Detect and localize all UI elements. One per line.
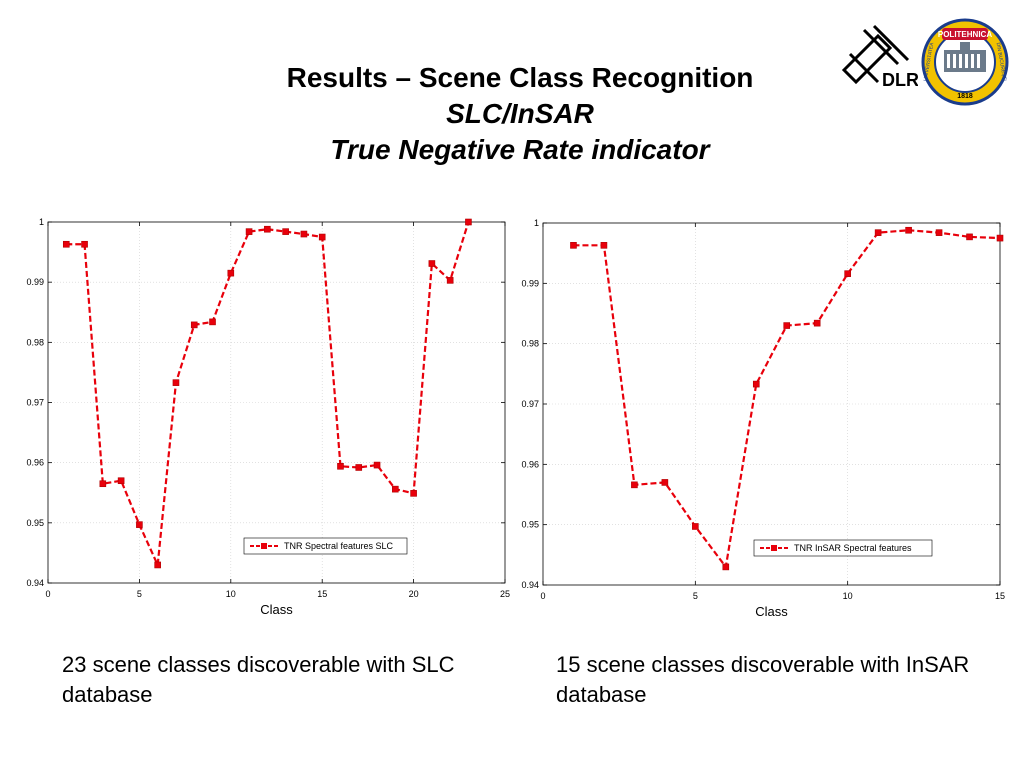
page-subtitle-tnr: True Negative Rate indicator — [330, 134, 710, 165]
data-point — [966, 233, 973, 241]
data-point — [392, 485, 399, 493]
legend-label: TNR Spectral features SLC — [284, 541, 394, 551]
data-point — [935, 229, 943, 236]
tnr-insar-chart: 0 5 10 15 0.94 0.95 0.96 0.97 0.98 0.99 1 Class TNR … — [521, 218, 1005, 619]
data-point — [905, 226, 912, 234]
data-point — [81, 240, 88, 248]
title-block: Results – Scene Class Recognition SLC/In… — [180, 60, 860, 168]
politehnica-year: 1818 — [957, 93, 973, 100]
caption-slc: 23 scene classes discoverable with SLC d… — [62, 652, 455, 707]
y-tick-label: 0.95 — [26, 518, 44, 528]
data-point — [410, 490, 417, 497]
y-tick-label: 1 — [534, 218, 539, 228]
data-point — [722, 563, 730, 571]
data-point — [844, 270, 851, 277]
y-tick-label: 0.97 — [26, 398, 44, 408]
x-tick-label: 0 — [45, 589, 50, 599]
dlr-logo-text: DLR — [882, 70, 918, 90]
data-point — [631, 481, 638, 489]
data-point — [783, 322, 791, 329]
x-tick-label: 10 — [843, 591, 853, 601]
data-point — [692, 523, 699, 530]
data-point — [209, 318, 216, 326]
politehnica-banner — [942, 28, 988, 40]
y-tick-label: 0.99 — [521, 278, 539, 288]
tnr-slc-chart: 0 5 10 15 20 25 0.94 0.95 0.96 0.97 0.98 0.99 1 Class… — [26, 217, 510, 617]
y-tick-label: 0.96 — [521, 459, 539, 469]
x-axis-label: Class — [260, 602, 293, 617]
data-point — [136, 521, 143, 528]
data-point — [355, 464, 363, 471]
politehnica-logo-text: POLITEHNICA — [938, 30, 992, 39]
data-point — [154, 561, 161, 569]
data-point — [264, 225, 271, 233]
x-tick-label: 20 — [409, 589, 419, 599]
y-tick-label: 0.95 — [521, 520, 539, 530]
data-point — [245, 228, 253, 235]
data-point — [752, 380, 760, 388]
x-tick-label: 15 — [317, 589, 327, 599]
data-point — [282, 228, 289, 235]
data-point — [227, 269, 235, 277]
dlr-emblem-icon — [841, 24, 910, 85]
y-tick-label: 1 — [39, 217, 44, 227]
y-tick-label: 0.96 — [26, 458, 44, 468]
y-tick-label: 0.94 — [26, 578, 44, 588]
legend-marker — [261, 543, 267, 549]
y-tick-label: 0.98 — [521, 339, 539, 349]
data-point — [190, 321, 198, 329]
data-point — [465, 218, 472, 226]
x-tick-label: 0 — [540, 591, 545, 601]
legend-marker — [771, 545, 777, 551]
y-tick-label: 0.98 — [26, 337, 44, 347]
x-tick-label: 25 — [500, 589, 510, 599]
data-point — [300, 230, 308, 238]
data-point — [318, 233, 326, 241]
page-subtitle-slc-insar: SLC/InSAR — [446, 98, 594, 129]
data-point — [661, 479, 669, 486]
data-point — [570, 242, 577, 249]
x-tick-label: 5 — [137, 589, 142, 599]
legend-box — [243, 537, 408, 555]
caption-insar: 15 scene classes discoverable with InSAR… — [556, 652, 970, 707]
data-point — [373, 461, 381, 469]
page-title: Results – Scene Class Recognition — [286, 62, 754, 93]
series-line — [66, 221, 470, 570]
y-tick-label: 0.97 — [521, 399, 539, 409]
data-point — [99, 480, 107, 488]
data-point — [62, 240, 70, 248]
legend-box — [753, 539, 933, 557]
data-point — [337, 462, 344, 470]
x-axis-label: Class — [755, 604, 788, 619]
dlr-logo: DLR — [841, 24, 918, 90]
data-point — [600, 242, 608, 249]
x-tick-label: 15 — [995, 591, 1005, 601]
data-point — [172, 379, 180, 386]
politehnica-logo: POLITEHNICA 1818 UNIVERSITATEA DIN BUCUR… — [921, 18, 1009, 106]
data-point — [996, 234, 1004, 242]
data-point — [117, 477, 125, 485]
data-point — [813, 319, 821, 327]
data-point — [874, 229, 882, 236]
x-tick-label: 5 — [693, 591, 698, 601]
legend-label: TNR InSAR Spectral features — [794, 543, 912, 553]
data-point — [428, 260, 436, 267]
y-tick-label: 0.99 — [26, 277, 44, 287]
x-tick-label: 10 — [226, 589, 236, 599]
data-point — [446, 277, 454, 284]
y-tick-label: 0.94 — [521, 580, 539, 590]
